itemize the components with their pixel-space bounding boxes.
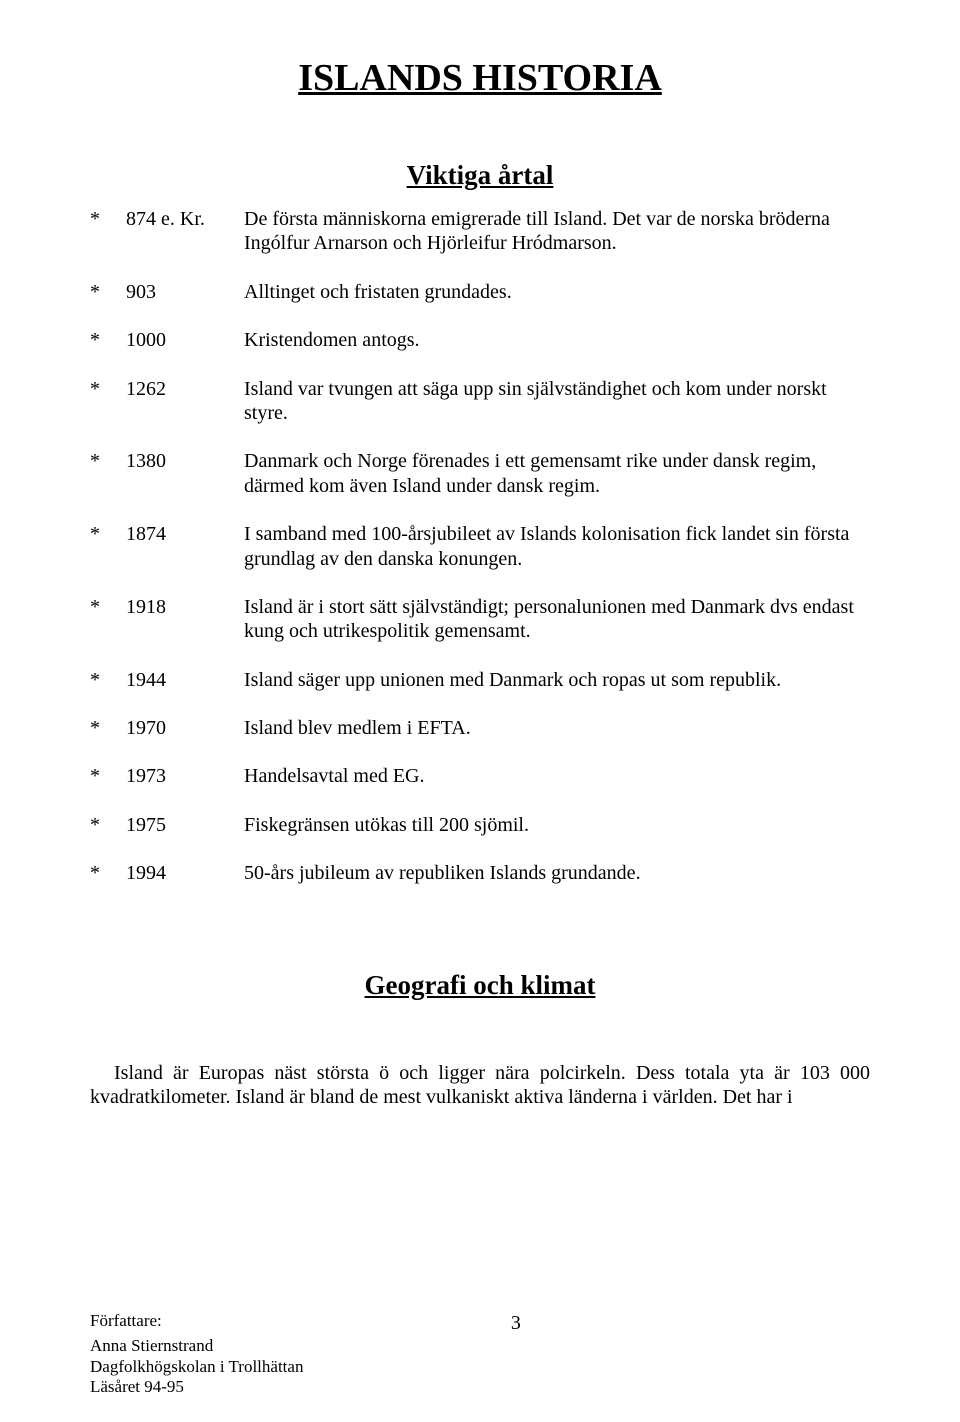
spacer — [90, 910, 870, 970]
bullet-star: * — [90, 207, 126, 231]
timeline-desc: Island var tvungen att säga upp sin själ… — [244, 377, 870, 426]
timeline-year: 1994 — [126, 861, 244, 885]
document-page: ISLANDS HISTORIA Viktiga årtal * 874 e. … — [0, 0, 960, 1422]
geography-paragraph: Island är Europas näst största ö och lig… — [90, 1061, 870, 1110]
timeline-year: 1975 — [126, 813, 244, 837]
timeline-year: 1000 — [126, 328, 244, 352]
bullet-star: * — [90, 280, 126, 304]
timeline-desc: Island blev medlem i EFTA. — [244, 716, 870, 740]
footer-author-name: Anna Stiernstrand — [90, 1336, 870, 1357]
timeline-row: * 1380 Danmark och Norge förenades i ett… — [90, 449, 870, 498]
timeline-year: 1918 — [126, 595, 244, 619]
bullet-star: * — [90, 328, 126, 352]
bullet-star: * — [90, 764, 126, 788]
timeline-year: 1970 — [126, 716, 244, 740]
timeline-year: 1944 — [126, 668, 244, 692]
timeline-row: * 1973 Handelsavtal med EG. — [90, 764, 870, 788]
timeline-row: * 1944 Island säger upp unionen med Danm… — [90, 668, 870, 692]
timeline-desc: Handelsavtal med EG. — [244, 764, 870, 788]
timeline-desc: Island är i stort sätt självständigt; pe… — [244, 595, 870, 644]
timeline-row: * 1874 I samband med 100-årsjubileet av … — [90, 522, 870, 571]
timeline-desc: I samband med 100-årsjubileet av Islands… — [244, 522, 870, 571]
page-number: 3 — [162, 1311, 870, 1335]
footer-author-label: Författare: — [90, 1311, 162, 1335]
timeline-year: 874 e. Kr. — [126, 207, 244, 231]
timeline-desc: Alltinget och fristaten grundades. — [244, 280, 870, 304]
timeline-row: * 1000 Kristendomen antogs. — [90, 328, 870, 352]
timeline-desc: De första människorna emigrerade till Is… — [244, 207, 870, 256]
timeline-year: 1874 — [126, 522, 244, 546]
bullet-star: * — [90, 668, 126, 692]
timeline-row: * 1262 Island var tvungen att säga upp s… — [90, 377, 870, 426]
timeline-row: * 874 e. Kr. De första människorna emigr… — [90, 207, 870, 256]
page-footer: Författare: 3 Anna Stiernstrand Dagfolkh… — [90, 1311, 870, 1398]
bullet-star: * — [90, 595, 126, 619]
bullet-star: * — [90, 716, 126, 740]
timeline-row: * 1975 Fiskegränsen utökas till 200 sjöm… — [90, 813, 870, 837]
timeline-year: 903 — [126, 280, 244, 304]
timeline-desc: Kristendomen antogs. — [244, 328, 870, 352]
timeline-year: 1262 — [126, 377, 244, 401]
timeline-row: * 1918 Island är i stort sätt självständ… — [90, 595, 870, 644]
spacer — [90, 100, 870, 160]
bullet-star: * — [90, 377, 126, 401]
timeline-row: * 1994 50-års jubileum av republiken Isl… — [90, 861, 870, 885]
timeline-year: 1380 — [126, 449, 244, 473]
timeline-list: * 874 e. Kr. De första människorna emigr… — [90, 207, 870, 886]
bullet-star: * — [90, 813, 126, 837]
bullet-star: * — [90, 861, 126, 885]
footer-school: Dagfolkhögskolan i Trollhättan — [90, 1357, 870, 1378]
timeline-row: * 1970 Island blev medlem i EFTA. — [90, 716, 870, 740]
document-title: ISLANDS HISTORIA — [90, 56, 870, 100]
timeline-desc: 50-års jubileum av republiken Islands gr… — [244, 861, 870, 885]
section-title-timeline: Viktiga årtal — [90, 160, 870, 191]
timeline-desc: Danmark och Norge förenades i ett gemens… — [244, 449, 870, 498]
timeline-year: 1973 — [126, 764, 244, 788]
bullet-star: * — [90, 522, 126, 546]
timeline-desc: Island säger upp unionen med Danmark och… — [244, 668, 870, 692]
section-title-geography: Geografi och klimat — [90, 970, 870, 1001]
timeline-row: * 903 Alltinget och fristaten grundades. — [90, 280, 870, 304]
bullet-star: * — [90, 449, 126, 473]
timeline-desc: Fiskegränsen utökas till 200 sjömil. — [244, 813, 870, 837]
footer-year: Läsåret 94-95 — [90, 1377, 870, 1398]
